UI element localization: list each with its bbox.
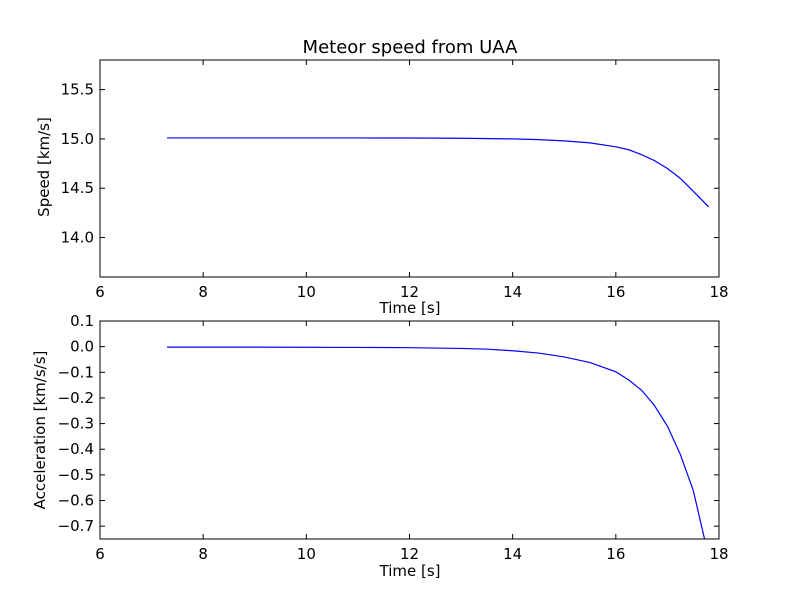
acceleration-y-tick-label: −0.1 [58,363,94,381]
speed-chart: Meteor speed from UAA 6 8 10 12 14 16 18 14.0 14… [35,37,729,317]
acceleration-y-tick-label: −0.3 [58,415,94,433]
acceleration-y-axis-label: Acceleration [km/s/s] [31,351,49,510]
acceleration-chart: 6 8 10 12 14 16 18 0.1 0.0 −0.1 −0.2 −0.3 −0.4 −0.5 −0… [31,312,729,580]
acceleration-series-line-0 [167,346,706,539]
speed-x-tick-label: 12 [400,283,419,301]
acceleration-x-tick-label: 6 [95,545,105,563]
acceleration-y-tick-label: −0.7 [58,517,94,535]
speed-x-tick-label: 10 [297,283,316,301]
speed-x-tick-label: 16 [606,283,625,301]
acceleration-y-tick-label: −0.4 [58,440,94,458]
acceleration-x-tick-label: 16 [606,545,625,563]
speed-series-line-0 [167,137,710,208]
acceleration-y-tick-label: −0.6 [58,492,94,510]
acceleration-x-tick-label: 12 [400,545,419,563]
speed-y-tick-label: 15.0 [61,130,94,148]
acceleration-x-axis-label: Time [s] [379,562,441,580]
acceleration-y-tick-label: −0.5 [58,466,94,484]
speed-x-tick-label: 14 [503,283,522,301]
speed-y-tick-label: 14.0 [61,229,94,247]
acceleration-x-tick-label: 18 [709,545,728,563]
speed-y-axis-label: Speed [km/s] [35,117,53,217]
speed-x-tick-label: 18 [709,283,728,301]
acceleration-x-tick-label: 14 [503,545,522,563]
speed-x-axis-label: Time [s] [379,299,441,317]
acceleration-plot-area: 6 8 10 12 14 16 18 0.1 0.0 −0.1 −0.2 −0.3 −0.4 −0.5 −0… [58,312,729,563]
speed-y-tick-label: 15.5 [61,81,94,99]
speed-x-tick-label: 8 [198,283,208,301]
speed-x-tick-label: 6 [95,283,105,301]
speed-y-tick-label: 14.5 [61,179,94,197]
acceleration-y-tick-label: 0.1 [70,312,94,330]
acceleration-y-tick-label: −0.2 [58,389,94,407]
acceleration-y-tick-label: 0.0 [70,338,94,356]
speed-plot-area: 6 8 10 12 14 16 18 14.0 14.5 15.0 15.5 [61,59,729,301]
speed-chart-title: Meteor speed from UAA [303,37,519,58]
acceleration-x-tick-label: 10 [297,545,316,563]
acceleration-x-tick-label: 8 [198,545,208,563]
